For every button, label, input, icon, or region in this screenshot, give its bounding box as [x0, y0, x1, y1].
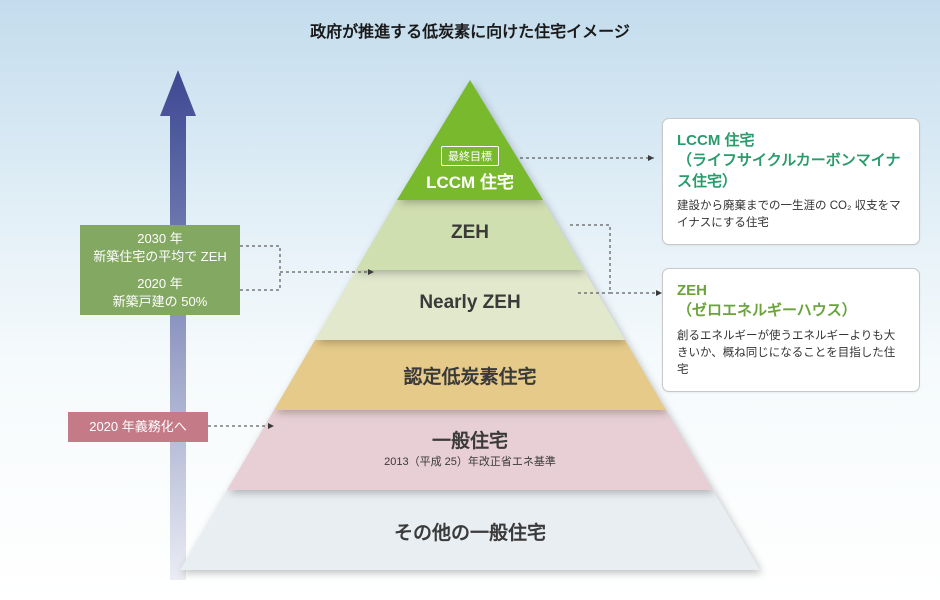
layer-5-sublabel: 2013（平成 25）年改正省エネ基準 — [384, 453, 556, 469]
diagram-title: 政府が推進する低炭素に向けた住宅イメージ — [0, 18, 940, 42]
callout-zeh-title-2: （ゼロエネルギーハウス） — [677, 302, 857, 319]
mandate-box-2020: 2020 年義務化へ — [68, 412, 208, 442]
callout-zeh-body: 創るエネルギーが使うエネルギーよりも大きいか、概ね同じになることを目指した住宅 — [677, 328, 905, 380]
callout-lccm-title-2: （ライフサイクルカーボンマイナス住宅） — [677, 152, 901, 189]
callout-lccm-body: 建設から廃棄までの一生涯の CO₂ 収支をマイナスにする住宅 — [677, 198, 905, 233]
callout-zeh: ZEH （ゼロエネルギーハウス） 創るエネルギーが使うエネルギーよりも大きいか、… — [662, 268, 920, 392]
target-box-2020: 2020 年 新築戸建の 50% — [80, 270, 240, 315]
layer-2-label: ZEH — [451, 222, 489, 244]
apex-badge: 最終目標 — [441, 146, 499, 166]
layer-1-label: LCCM 住宅 — [426, 168, 514, 193]
mandate-text: 2020 年義務化へ — [89, 419, 187, 434]
callout-lccm-title-1: LCCM 住宅 — [677, 132, 755, 149]
layer-6-label: その他の一般住宅 — [394, 518, 546, 545]
layer-5-label: 一般住宅 2013（平成 25）年改正省エネ基準 — [384, 426, 556, 469]
callout-lccm: LCCM 住宅 （ライフサイクルカーボンマイナス住宅） 建設から廃棄までの一生涯… — [662, 118, 920, 245]
layer-5-main: 一般住宅 — [384, 426, 556, 453]
callout-lccm-title: LCCM 住宅 （ライフサイクルカーボンマイナス住宅） — [677, 131, 905, 192]
callout-zeh-title: ZEH （ゼロエネルギーハウス） — [677, 281, 905, 322]
target-2020-year: 2020 年 — [90, 275, 230, 293]
layer-4-label: 認定低炭素住宅 — [403, 362, 536, 389]
layer-3-label: Nearly ZEH — [419, 292, 520, 314]
target-2030-year: 2030 年 — [90, 230, 230, 248]
target-2030-text: 新築住宅の平均で ZEH — [90, 248, 230, 266]
target-2020-text: 新築戸建の 50% — [90, 293, 230, 311]
target-box-2030: 2030 年 新築住宅の平均で ZEH — [80, 225, 240, 270]
callout-zeh-title-1: ZEH — [677, 282, 707, 299]
